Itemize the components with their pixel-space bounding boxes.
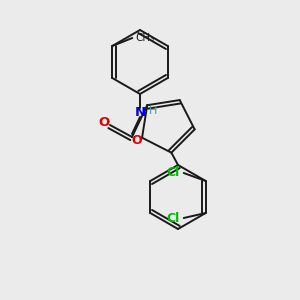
Text: Cl: Cl (167, 166, 180, 178)
Text: Cl: Cl (167, 212, 180, 226)
Text: CH₃: CH₃ (135, 33, 154, 43)
Text: N: N (134, 106, 146, 118)
Text: O: O (132, 134, 142, 147)
Text: H: H (149, 106, 157, 116)
Text: O: O (98, 116, 110, 130)
